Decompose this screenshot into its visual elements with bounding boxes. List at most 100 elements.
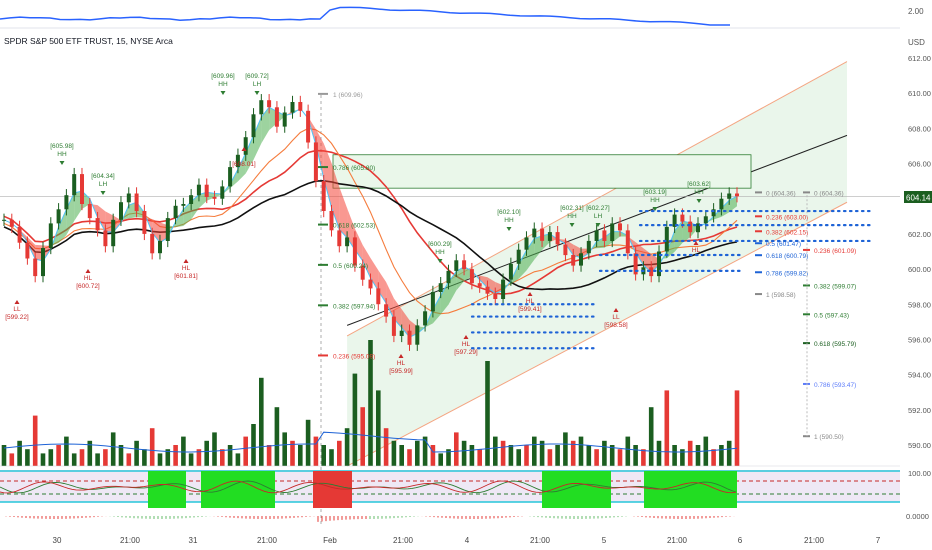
swing-price: [599.41] (518, 306, 542, 313)
chart-title: SPDR S&P 500 ETF TRUST, 15, NYSE Arca (4, 36, 173, 46)
volume-bar (609, 445, 615, 466)
time-tick-label: Feb (323, 536, 337, 545)
volume-bar (500, 440, 506, 466)
time-tick-label: 21:00 (667, 536, 688, 545)
volume-bar (25, 449, 30, 466)
cloud-segment (237, 152, 246, 182)
candle-body (64, 195, 69, 210)
candle-body (657, 251, 661, 277)
candle-body (204, 184, 209, 197)
volume-bar (118, 445, 124, 466)
volume-bar (17, 440, 22, 466)
candles (2, 94, 739, 351)
volume-bar (532, 436, 537, 466)
volume-bar (586, 445, 592, 466)
candle-body (150, 233, 155, 254)
candle-body (501, 279, 506, 299)
volume-bar (40, 453, 46, 466)
volume-bar (656, 440, 662, 466)
volume-bar (672, 445, 677, 466)
volume-bar (711, 449, 716, 466)
cloud-segment (58, 209, 67, 243)
volume-bar (516, 449, 521, 466)
candle-body (158, 240, 162, 254)
cloud-segment (152, 218, 160, 243)
swing-price: [604.34] (91, 173, 115, 180)
volume-bar (570, 440, 576, 466)
volume-bar (680, 449, 685, 466)
channel-upper (346, 61, 848, 337)
candle-body (696, 223, 700, 233)
volume-bar (664, 390, 670, 466)
time-tick-label: 21:00 (393, 536, 414, 545)
cloud-segment (339, 187, 348, 239)
cloud-segment (362, 245, 371, 278)
oscillator-zone (201, 471, 275, 508)
fib-mid-label: 0.236 (603.00) (766, 214, 808, 221)
cloud-segment (432, 295, 441, 324)
arrow-up-icon (241, 147, 247, 151)
swing-price: [595.99] (389, 368, 413, 375)
volume-bar (547, 449, 553, 466)
candle-body (415, 325, 420, 345)
price-tick-label: 596.00 (908, 336, 931, 345)
candle-body (17, 226, 22, 243)
candle-body (134, 193, 139, 212)
swing-tag: HH (694, 189, 704, 196)
price-tick-label: 592.00 (908, 406, 931, 415)
cloud-segment (66, 192, 75, 236)
swing-price: [602.10] (497, 209, 521, 216)
swing-tag: HL (397, 360, 406, 367)
candle-body (493, 293, 498, 299)
volume-bar (508, 445, 514, 466)
fib-mid-label: 0.618 (600.79) (766, 253, 808, 260)
top-indicator-panel: 2.00 (0, 6, 924, 26)
swing-price: [605.98] (50, 143, 74, 150)
volume-bar (337, 440, 342, 466)
swing-price: [609.72] (245, 73, 269, 80)
volume-bar (266, 445, 272, 466)
swing-tag: LL (13, 306, 21, 313)
oscillator-panel: 100.00 0.0000 (0, 465, 931, 522)
volume-bar (321, 445, 326, 466)
volume-bar (617, 449, 623, 466)
ma-black-line (3, 179, 738, 291)
volume-bar (734, 390, 740, 466)
candle-body (586, 240, 591, 254)
volume-bar (87, 440, 93, 466)
arrow-down-icon (100, 191, 106, 195)
volume-bar (204, 440, 209, 466)
volume-bar (360, 407, 365, 466)
swing-tag: HH (650, 197, 660, 204)
fib-right-label: 0.786 (593.47) (814, 382, 856, 389)
candle-body (563, 244, 568, 256)
candle-body (33, 258, 38, 277)
candle-body (235, 154, 240, 168)
oscillator-zone (644, 471, 737, 508)
arrow-down-icon (254, 91, 260, 95)
candle-body (727, 193, 732, 199)
volume-bar (251, 424, 256, 466)
fibonacci-levels: 1 (609.96) 0.786 (605.80) 0.618 (602.53) 0.… (318, 92, 872, 441)
fib-mid-label: 0.382 (602.15) (766, 229, 808, 236)
price-tick-label: 598.00 (908, 300, 931, 309)
volume-bar (173, 445, 178, 466)
oscillator-zone (148, 471, 186, 508)
volume-bar (383, 428, 389, 466)
candle-body (735, 193, 739, 197)
price-tick-label: 600.00 (908, 265, 931, 274)
volume-bar (555, 445, 560, 466)
candle-body (126, 193, 131, 203)
swing-price: [608.01] (232, 161, 256, 168)
volume-bar (422, 436, 428, 466)
candle-body (438, 283, 443, 292)
candle-body (329, 211, 334, 231)
candle-body (462, 260, 467, 270)
fib-left-label: 0.786 (605.80) (333, 165, 375, 172)
last-price-value: 604.14 (906, 194, 931, 203)
volume-bar (32, 415, 38, 466)
candle-body (259, 100, 264, 115)
last-price-badge: 604.14 (904, 191, 932, 203)
price-tick-label: 606.00 (908, 160, 931, 169)
